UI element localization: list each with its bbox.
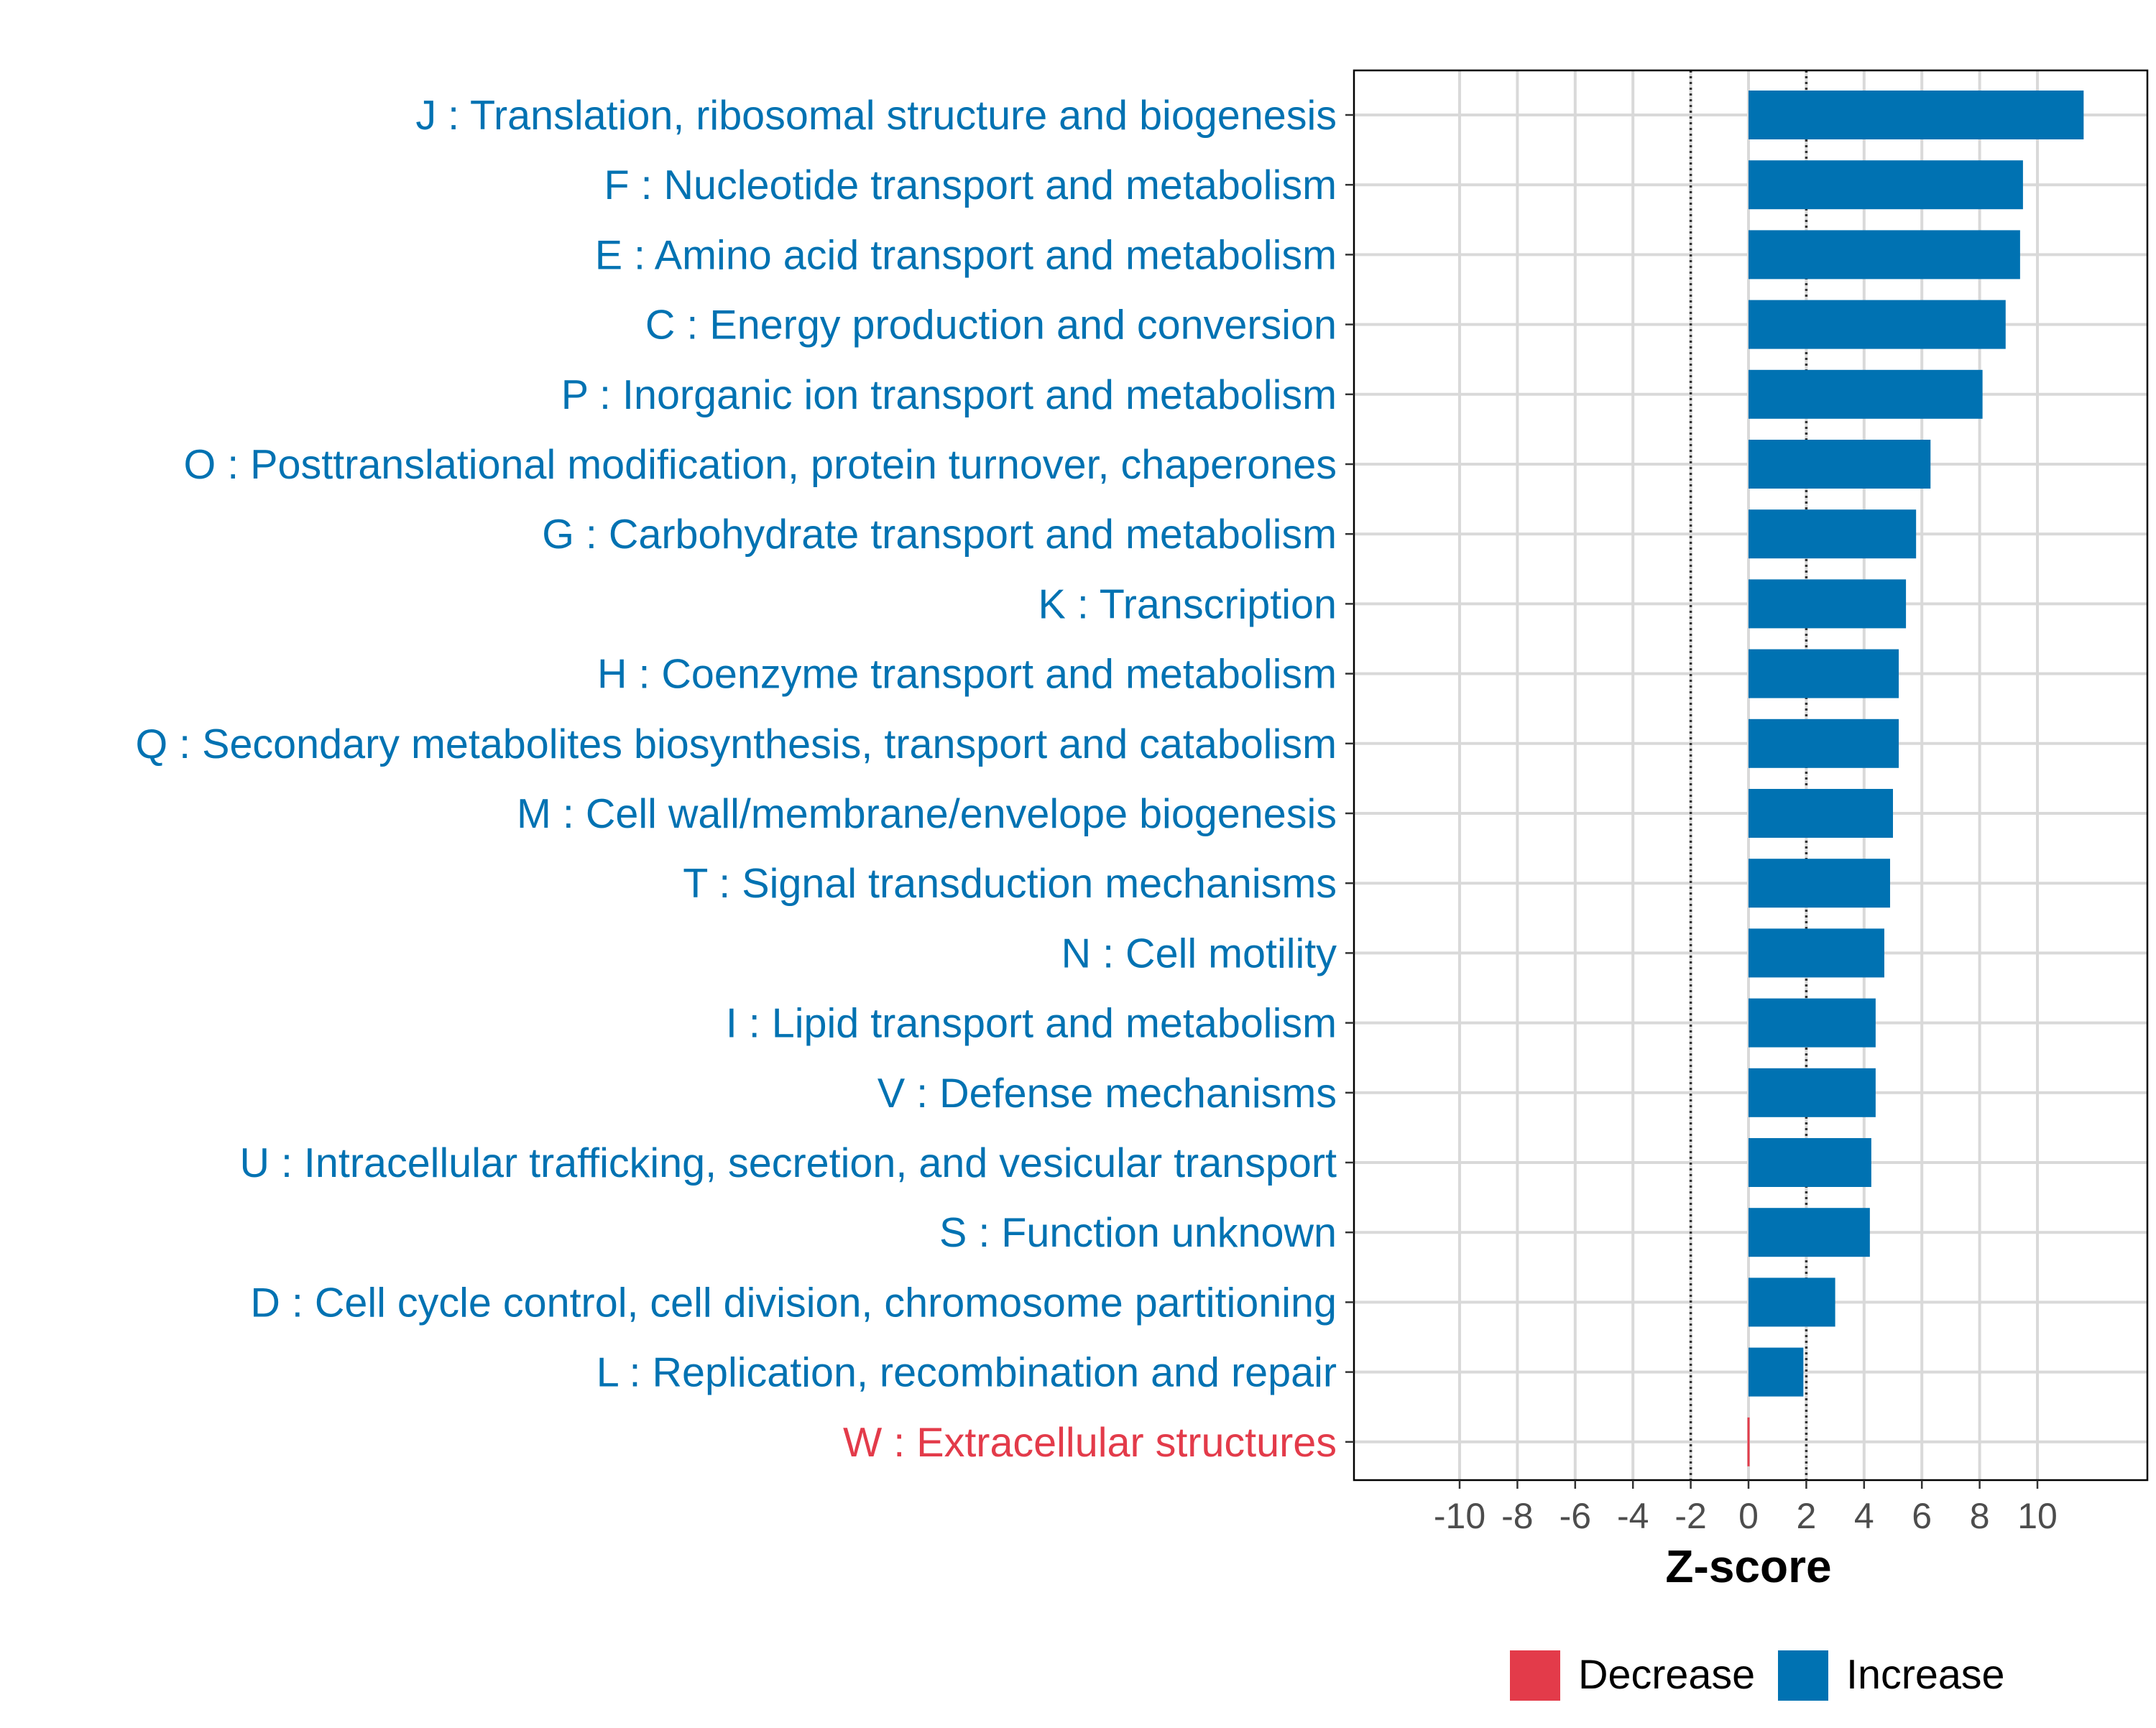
y-tick-label: C : Energy production and conversion [645, 302, 1337, 348]
y-tick-label: K : Transcription [1038, 581, 1337, 627]
y-tick-label: O : Posttranslational modification, prot… [184, 442, 1337, 488]
y-tick-label: W : Extracellular structures [843, 1420, 1337, 1466]
legend: Decrease Increase [1510, 1650, 2005, 1701]
y-tick-label: P : Inorganic ion transport and metaboli… [561, 372, 1337, 418]
y-tick-label: F : Nucleotide transport and metabolism [604, 162, 1337, 208]
y-tick-label: S : Function unknown [939, 1210, 1337, 1256]
legend-swatch [1510, 1650, 1560, 1701]
y-tick-label: V : Defense mechanisms [877, 1071, 1337, 1117]
bar [1749, 789, 1893, 838]
y-tick-label: E : Amino acid transport and metabolism [595, 232, 1337, 278]
x-tick-label: -10 [1434, 1496, 1485, 1536]
legend-label: Increase [1846, 1652, 2005, 1698]
x-tick-label: -8 [1501, 1496, 1533, 1536]
y-tick-label: J : Translation, ribosomal structure and… [415, 93, 1337, 139]
y-tick-label: U : Intracellular trafficking, secretion… [239, 1140, 1337, 1186]
y-tick-label: G : Carbohydrate transport and metabolis… [542, 512, 1337, 558]
y-tick-label: Q : Secondary metabolites biosynthesis, … [135, 721, 1337, 767]
bar [1749, 369, 1983, 419]
bar [1749, 1277, 1835, 1327]
y-axis-labels: J : Translation, ribosomal structure and… [135, 93, 1337, 1466]
grid-lines [1354, 70, 2147, 1480]
bar [1749, 1347, 1804, 1397]
bar [1749, 230, 2020, 279]
legend-label: Decrease [1578, 1652, 1755, 1698]
x-tick-label: 4 [1854, 1496, 1874, 1536]
x-tick-label: 0 [1738, 1496, 1759, 1536]
bar [1749, 509, 1917, 559]
bar [1749, 160, 2023, 210]
bar [1749, 440, 1931, 489]
bar [1749, 1068, 1876, 1117]
bar [1747, 1417, 1750, 1466]
x-tick-label: -2 [1674, 1496, 1706, 1536]
y-tick-label: L : Replication, recombination and repai… [596, 1350, 1337, 1396]
y-tick-label: N : Cell motility [1061, 930, 1337, 976]
x-axis-tick-labels: -10 -8 -6 -4 -2 0 2 4 6 8 10 [1434, 1496, 2058, 1536]
panel-border [1353, 69, 2149, 1482]
x-tick-label: 8 [1970, 1496, 1990, 1536]
x-tick-label: 6 [1912, 1496, 1932, 1536]
bar [1749, 91, 2084, 139]
bar [1749, 300, 2006, 349]
x-axis-title: Z-score [1665, 1540, 1831, 1592]
x-tick-label: -4 [1617, 1496, 1649, 1536]
bar [1749, 998, 1876, 1048]
bar [1749, 649, 1899, 698]
y-tick-label: I : Lipid transport and metabolism [726, 1001, 1337, 1047]
legend-swatch [1778, 1650, 1828, 1701]
x-axis-ticks [1458, 1480, 2039, 1489]
bar [1749, 579, 1907, 629]
bar [1749, 928, 1884, 978]
bar [1749, 719, 1899, 768]
bars [1747, 91, 2084, 1466]
x-tick-label: -6 [1560, 1496, 1591, 1536]
y-axis-ticks [1345, 114, 1354, 1443]
y-tick-label: D : Cell cycle control, cell division, c… [250, 1280, 1337, 1326]
x-tick-label: 10 [2017, 1496, 2058, 1536]
y-tick-label: T : Signal transduction mechanisms [683, 861, 1337, 907]
bar [1749, 1138, 1871, 1187]
y-tick-label: H : Coenzyme transport and metabolism [597, 652, 1337, 698]
y-tick-label: M : Cell wall/membrane/envelope biogenes… [517, 791, 1337, 837]
bar [1749, 859, 1890, 908]
x-tick-label: 2 [1796, 1496, 1816, 1536]
bar [1749, 1208, 1870, 1257]
